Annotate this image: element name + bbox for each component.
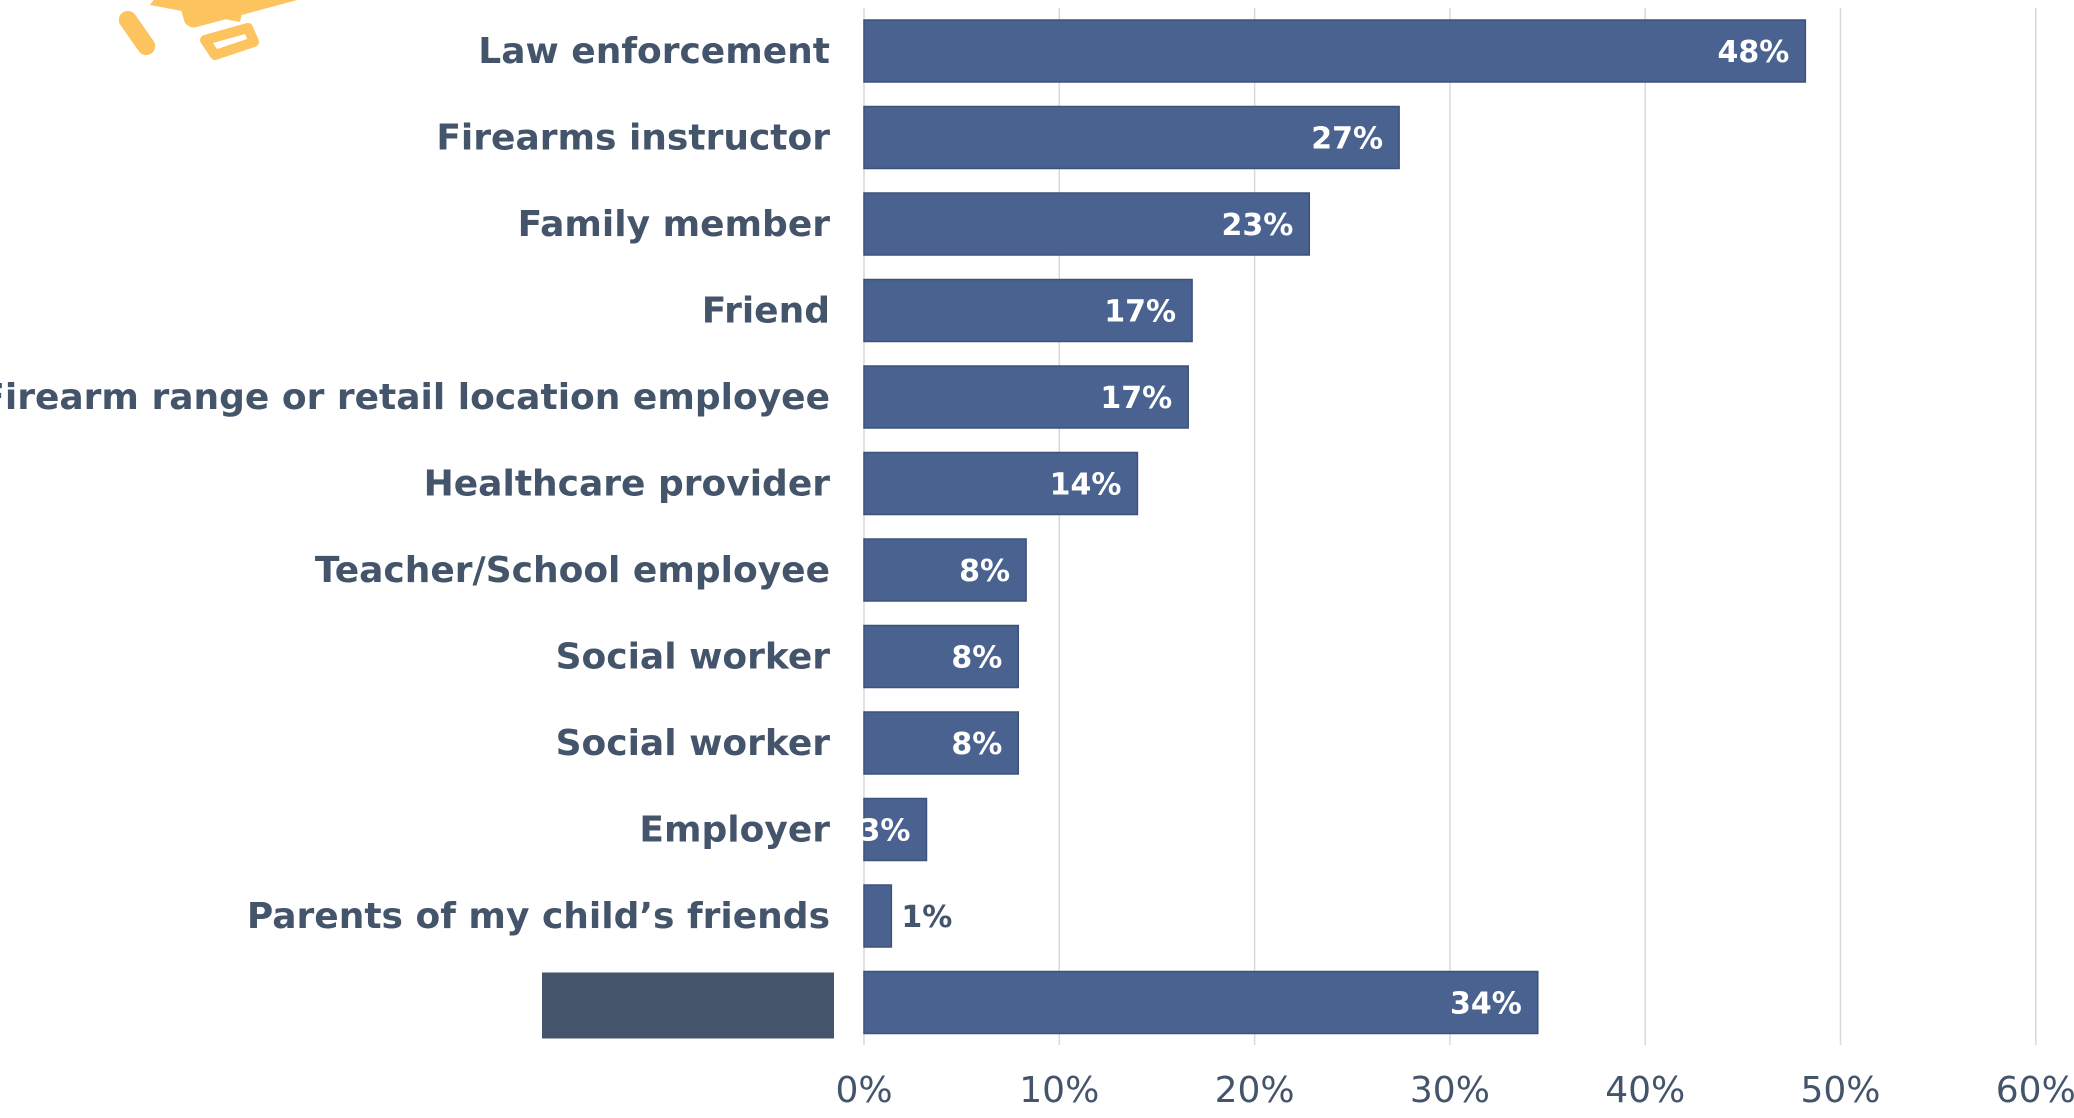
bar-family-member [863, 192, 1311, 256]
highlight-box [542, 972, 834, 1039]
bar-none-of-these [863, 970, 1539, 1035]
x-tick-label: 60% [1996, 1070, 2074, 1111]
bar-friend [863, 278, 1193, 343]
data-label-parents-of-my-child-s-friends: 1% [901, 900, 952, 935]
gridlines [863, 8, 2037, 1045]
bars: 48% 27% 23% 17% 17% 14% 8% 8% 8% 3% 1% 34% [860, 19, 1807, 1035]
data-label-firearm-range-or-retail-location-employee: 17% [1100, 381, 1172, 416]
x-axis-tick-labels: 0% 10% 20% 30% 40% 50% 60% [835, 1070, 2074, 1111]
data-label-law-enforcement: 48% [1718, 35, 1790, 70]
x-tick-label: 0% [835, 1070, 892, 1111]
data-label-employer: 3% [860, 814, 911, 849]
bar-social-worker [863, 624, 1020, 689]
bar-law-enforcement [863, 19, 1807, 83]
category-label-social-worker: Social worker [556, 723, 831, 764]
data-label-family-member: 23% [1221, 208, 1293, 243]
x-tick-label: 10% [1019, 1070, 1099, 1111]
bar-firearm-range-or-retail-location-employee [863, 365, 1189, 429]
category-label-none-of-these: None of these [562, 989, 787, 1027]
category-label-firearms-instructor: Firearms instructor [436, 118, 830, 159]
bar-teacher-school-employee [863, 538, 1027, 602]
category-label-law-enforcement: Law enforcement [478, 31, 830, 72]
data-label-friend: 17% [1104, 295, 1176, 330]
data-label-social-worker: 8% [951, 727, 1002, 762]
x-tick-label: 40% [1605, 1070, 1685, 1111]
data-label-teacher-school-employee: 8% [959, 554, 1010, 589]
bar-employer [863, 797, 928, 862]
category-label-employer: Employer [639, 810, 830, 851]
bar-social-worker [863, 711, 1020, 775]
category-label-friend: Friend [702, 291, 830, 332]
data-label-healthcare-provider: 14% [1050, 468, 1122, 503]
bar-healthcare-provider [863, 451, 1139, 516]
category-label-firearm-range-or-retail-location-employee: Firearm range or retail location employe… [0, 377, 830, 418]
bar-firearms-instructor [863, 105, 1400, 170]
data-label-social-worker: 8% [951, 641, 1002, 676]
category-label-parents-of-my-child-s-friends: Parents of my child’s friends [247, 896, 830, 937]
bar-parents-of-my-child-s-friends [863, 884, 893, 948]
x-tick-label: 20% [1215, 1070, 1295, 1111]
category-label-teacher-school-employee: Teacher/School employee [315, 550, 830, 591]
category-label-family-member: Family member [518, 204, 831, 245]
data-label-firearms-instructor: 27% [1311, 122, 1383, 157]
data-label-none-of-these: 34% [1450, 987, 1522, 1022]
category-labels: Law enforcement Firearms instructor Family… [0, 31, 834, 1039]
x-tick-label: 30% [1410, 1070, 1490, 1111]
x-tick-label: 50% [1800, 1070, 1880, 1111]
category-label-social-worker: Social worker [556, 637, 831, 678]
category-label-healthcare-provider: Healthcare provider [424, 464, 831, 505]
megaphone-icon [118, 0, 339, 60]
